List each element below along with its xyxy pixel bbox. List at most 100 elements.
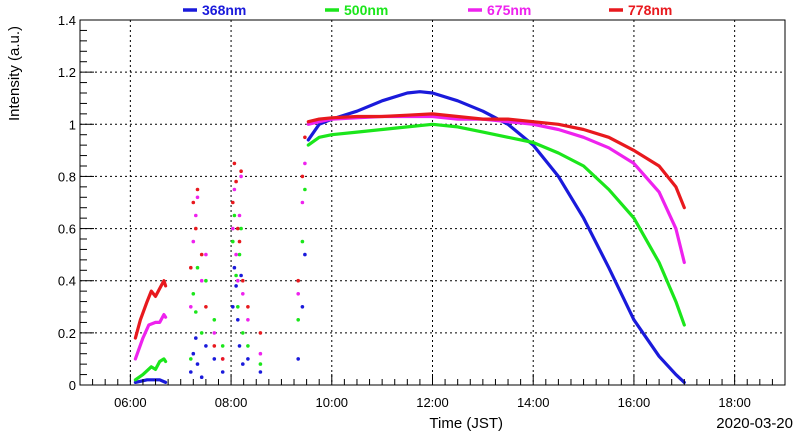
x-tick-label: 08:00	[215, 395, 248, 410]
scatter-point	[296, 292, 301, 296]
scatter-point	[239, 273, 243, 278]
scatter-point	[195, 187, 200, 192]
scatter-point	[220, 357, 225, 361]
y-tick-label: 1	[69, 117, 76, 132]
scatter-point	[199, 278, 204, 283]
axes: 0 0.2 0.4 0.6 0.8 1 1.2 1.4 06:00 08:00 10:00 12:00…	[58, 13, 773, 410]
scatter-point	[239, 226, 243, 231]
series-line	[133, 378, 168, 384]
scatter-point	[246, 344, 250, 348]
x-axis-title: Time (JST)	[429, 415, 503, 432]
series-line	[306, 112, 686, 210]
x-tick-label: 16:00	[618, 395, 651, 410]
date-label: 2020-03-20	[716, 415, 793, 432]
scatter-point	[194, 213, 198, 218]
scatter-point	[246, 305, 250, 309]
scatter-point	[303, 252, 307, 257]
scatter-point	[195, 265, 200, 270]
legend: 368nm 500nm 675nm 778nm	[183, 2, 672, 18]
x-tick-label: 12:00	[416, 395, 449, 410]
scatter-point	[237, 213, 242, 218]
scatter-point	[231, 239, 235, 244]
scatter-point	[194, 310, 198, 314]
scatter-point	[199, 331, 204, 335]
scatter-point	[231, 200, 235, 205]
scatter-point	[191, 292, 196, 296]
scatter-point	[231, 305, 235, 309]
y-axis-title: Intensity (a.u.)	[6, 26, 23, 121]
scatter-point	[191, 239, 196, 244]
scatter-point	[189, 305, 193, 309]
scatter-point	[220, 344, 225, 348]
scatter-point	[300, 200, 305, 205]
series-line	[133, 357, 168, 382]
scatter-point	[199, 252, 204, 257]
scatter-point	[204, 252, 208, 257]
series-line	[133, 313, 168, 361]
scatter-point	[296, 278, 301, 283]
grid	[80, 20, 785, 385]
scatter-point	[220, 370, 225, 374]
y-tick-label: 0.6	[58, 222, 76, 237]
scatter-point	[234, 179, 238, 184]
scatter-point	[300, 305, 305, 309]
scatter-point	[300, 174, 305, 179]
scatter-point	[191, 200, 196, 205]
scatter-point	[234, 252, 238, 257]
scatter-point	[296, 318, 301, 322]
scatter-point	[212, 357, 217, 361]
scatter-point	[189, 265, 193, 270]
series-layer	[133, 90, 686, 384]
scatter-point	[204, 344, 208, 348]
x-tick-label: 10:00	[316, 395, 349, 410]
scatter-point	[258, 331, 263, 335]
scatter-point	[204, 278, 208, 283]
scatter-point	[236, 318, 240, 322]
series-500nm	[133, 122, 686, 382]
scatter-point	[258, 362, 263, 366]
scatter-point	[303, 161, 307, 166]
scatter-point	[204, 305, 208, 309]
y-tick-label: 0.8	[58, 169, 76, 184]
scatter-point	[194, 336, 198, 340]
scatter-point	[236, 305, 240, 309]
scatter-point	[296, 357, 301, 361]
scatter-point	[232, 213, 237, 218]
scatter-point	[300, 239, 305, 244]
scatter-point	[234, 284, 238, 288]
scatter-point	[241, 278, 245, 283]
scatter-point	[212, 331, 217, 335]
y-tick-label: 0.2	[58, 326, 76, 341]
scatter-point	[236, 278, 240, 283]
scatter-point	[232, 187, 237, 192]
series-line	[133, 279, 168, 340]
scatter-point	[199, 375, 204, 380]
scatter-point	[234, 273, 238, 278]
scatter-point	[246, 357, 250, 361]
scatter-point	[195, 362, 200, 366]
series-778nm	[133, 112, 686, 361]
series-line	[306, 90, 686, 384]
scatter-point	[237, 239, 242, 244]
series-line	[306, 122, 686, 327]
legend-label: 368nm	[202, 2, 246, 18]
scatter-point	[236, 226, 240, 231]
scatter-point	[246, 318, 250, 322]
scatter-point	[232, 265, 237, 270]
x-tick-label: 18:00	[718, 395, 751, 410]
scatter-point	[258, 370, 263, 374]
scatter-point	[241, 292, 245, 296]
scatter-point	[189, 370, 193, 374]
scatter-point	[191, 351, 196, 356]
scatter-point	[303, 187, 307, 192]
scatter-point	[237, 252, 242, 257]
scatter-point	[241, 362, 245, 366]
scatter-point	[195, 195, 200, 200]
x-tick-label: 06:00	[114, 395, 147, 410]
scatter-point	[239, 169, 243, 173]
scatter-point	[232, 161, 237, 166]
series-line	[306, 114, 686, 265]
scatter-point	[231, 226, 235, 231]
legend-label: 500nm	[344, 2, 388, 18]
